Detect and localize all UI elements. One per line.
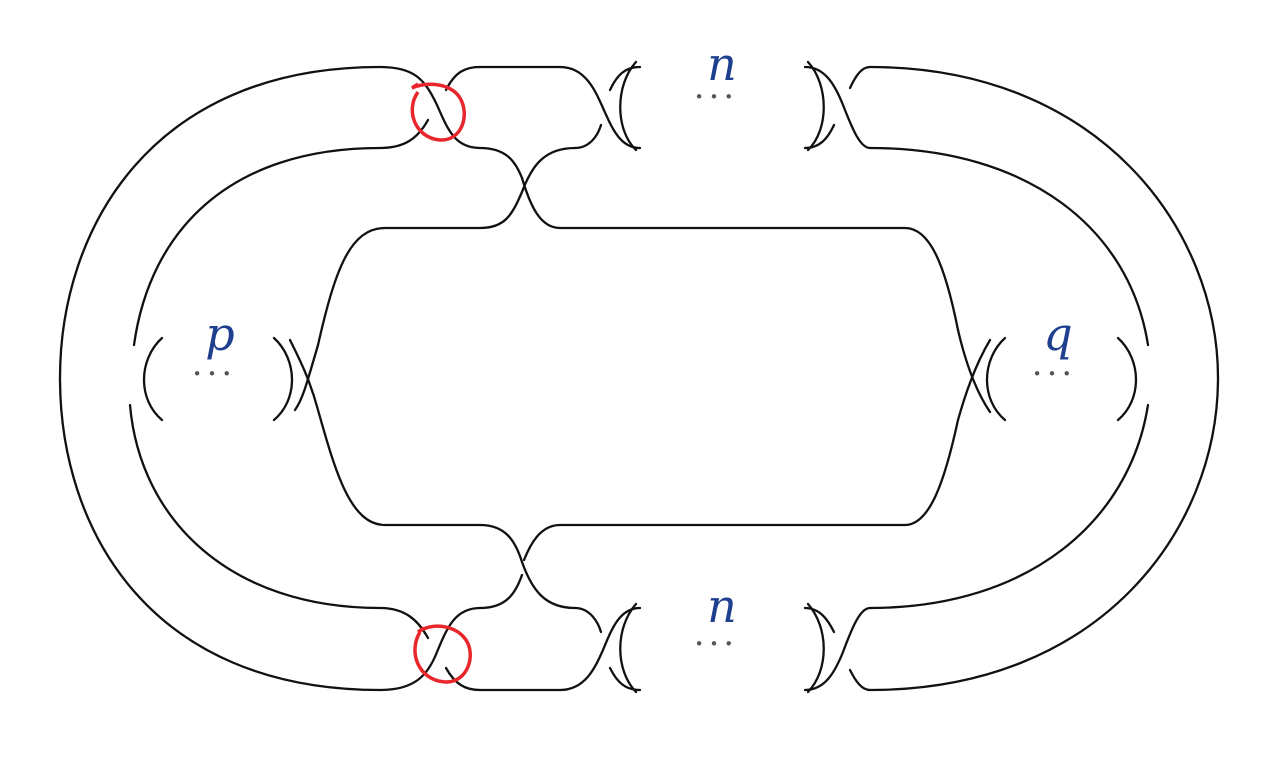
right-box-right-paren	[1116, 336, 1138, 422]
mid-top-crossing-under	[520, 176, 562, 230]
outer-right-arc	[868, 65, 1220, 692]
bottom-left-crossing-over	[378, 606, 482, 692]
left-twist-label: p	[205, 307, 234, 361]
bottom-strand-2	[478, 573, 524, 610]
bottom-crossing-under-b	[608, 666, 642, 692]
right-crossing-under	[903, 338, 992, 527]
top-twist-label: n	[707, 37, 737, 91]
inner-left-arc-upper	[132, 146, 382, 347]
right-crossing-over	[956, 328, 992, 414]
left-box-left-paren	[142, 336, 164, 422]
top-crossing-over	[558, 65, 642, 150]
outer-left-arc	[58, 65, 382, 692]
top-right-crossing-under-b	[848, 65, 872, 90]
inner-rect-top-left	[316, 226, 482, 347]
top-twist-ellipsis: ···	[694, 77, 738, 117]
top-left-crossing-over	[378, 65, 482, 150]
bottom-right-crossing-over	[803, 606, 872, 692]
bottom-twist-label: n	[707, 579, 737, 633]
bottom-right-crossing-under-a	[803, 606, 836, 634]
bottom-crossing-under-a	[573, 606, 603, 634]
top-box-right-paren	[806, 60, 825, 152]
top-box-left-paren	[619, 60, 638, 152]
mid-bottom-crossing-over	[478, 523, 577, 610]
bottom-left-crossing-marker	[413, 624, 472, 684]
top-crossing-under-a	[573, 123, 603, 150]
bottom-left-crossing-under-b	[444, 666, 482, 692]
left-box-right-paren	[272, 336, 294, 422]
left-crossing-under	[288, 338, 387, 527]
inner-right-arc-lower	[868, 403, 1150, 610]
left-twist-ellipsis: ···	[192, 354, 236, 394]
top-right-crossing-over	[803, 65, 872, 150]
right-twist-label: q	[1043, 307, 1072, 361]
bottom-left-crossing-under-a	[378, 606, 430, 640]
bottom-crossing-over	[558, 606, 642, 692]
top-left-crossing-under-b	[444, 65, 482, 92]
top-right-crossing-under-a	[803, 123, 836, 150]
bottom-right-crossing-under-b	[848, 668, 872, 692]
top-strand-2	[478, 146, 524, 180]
top-left-crossing-under-a	[378, 118, 430, 150]
inner-left-arc-lower	[128, 403, 382, 610]
mid-top-crossing-over	[478, 146, 577, 230]
inner-right-arc-upper	[868, 146, 1150, 347]
bottom-box-right-paren	[806, 602, 825, 694]
top-crossing-under-b	[608, 65, 642, 92]
inner-rect-top	[558, 226, 960, 332]
bottom-box-left-paren	[619, 602, 638, 694]
bottom-twist-ellipsis: ···	[694, 624, 738, 664]
left-crossing-over	[293, 343, 320, 412]
mid-bottom-crossing-under	[522, 523, 562, 562]
right-box-left-paren	[985, 336, 1007, 422]
right-twist-ellipsis: ···	[1032, 354, 1076, 394]
top-left-crossing-marker	[410, 82, 466, 142]
